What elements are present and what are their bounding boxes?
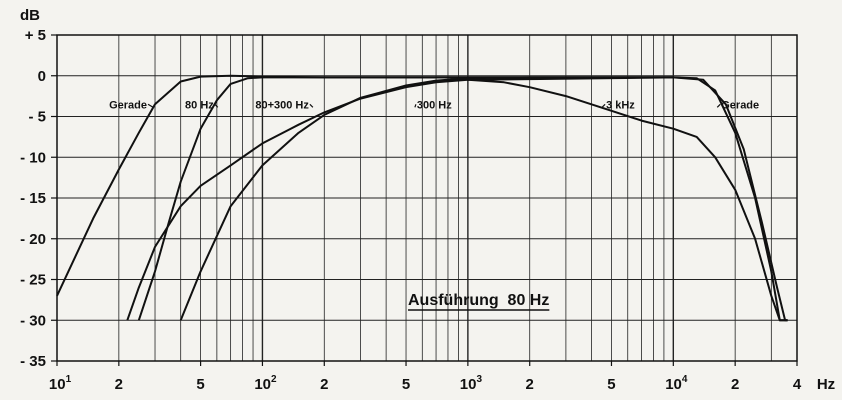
curve-label-leader <box>716 103 721 108</box>
annotation-ausfuehrung: Ausführung 80 Hz <box>408 292 550 311</box>
y-tick-label: - 15 <box>20 190 46 207</box>
x-tick-label: 2 <box>115 376 123 393</box>
curve-label-leader <box>214 103 219 108</box>
x-tick-label: 2 <box>731 376 739 393</box>
x-tick-label: 5 <box>607 376 615 393</box>
curve-label-leader <box>414 104 417 108</box>
x-tick-label: 104 <box>665 374 688 393</box>
y-tick-label: 0 <box>38 68 46 85</box>
series-line-1 <box>137 76 788 322</box>
curve-label-leader <box>601 103 606 108</box>
y-tick-label: + 5 <box>25 27 46 44</box>
y-tick-labels: + 5 0 - 5 - 10 - 15 - 20 - 25 - 30 - 35 <box>20 27 57 370</box>
series-layer <box>56 74 788 322</box>
annotation-text: Ausführung 80 Hz <box>408 292 549 309</box>
series-line-2 <box>126 78 788 322</box>
y-axis-label: dB <box>20 7 40 24</box>
x-tick-label: 102 <box>254 374 277 393</box>
x-tick-labels: 101 2 5 102 2 5 103 2 5 104 2 4 <box>49 361 802 393</box>
curve-label-3: 300 Hz <box>417 99 452 111</box>
y-tick-label: - 25 <box>20 272 46 289</box>
x-axis-label: Hz <box>817 376 835 393</box>
x-tick-label: 5 <box>402 376 410 393</box>
x-tick-label: 101 <box>49 374 72 393</box>
x-tick-label: 4 <box>793 376 802 393</box>
y-tick-label: - 10 <box>20 149 46 166</box>
y-tick-label: - 5 <box>28 109 46 126</box>
curve-label-2: 80+300 Hz <box>255 99 309 111</box>
curve-label-1: 80 Hz <box>185 99 214 111</box>
x-tick-label: 5 <box>196 376 204 393</box>
y-tick-label: - 30 <box>20 312 46 329</box>
curve-label-leader <box>309 103 314 108</box>
x-tick-label: 103 <box>460 374 483 393</box>
y-tick-label: - 20 <box>20 231 46 248</box>
curve-label-5: Gerade <box>721 99 759 111</box>
series-line-4 <box>467 76 674 81</box>
curve-labels: Gerade 80 Hz 80+300 Hz 300 Hz 3 kHz Gerade <box>109 99 759 111</box>
x-tick-label: 2 <box>320 376 328 393</box>
y-tick-label: - 35 <box>20 353 46 370</box>
x-tick-label: 2 <box>526 376 534 393</box>
major-grid <box>57 75 797 321</box>
curve-label-leader <box>147 103 154 108</box>
curve-label-0: Gerade <box>109 99 147 111</box>
series-line-3 <box>179 76 674 321</box>
curve-label-4: 3 kHz <box>606 99 635 111</box>
